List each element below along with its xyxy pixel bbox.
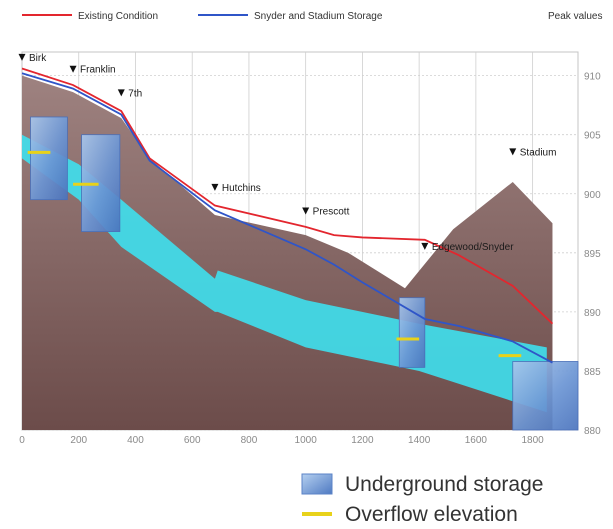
- legend-overflow-swatch: [302, 512, 332, 516]
- y-tick-label: 890: [584, 308, 601, 319]
- x-tick-label: 1400: [408, 435, 431, 446]
- x-tick-label: 1800: [521, 435, 544, 446]
- station-label: Hutchins: [222, 183, 261, 194]
- y-tick-label: 895: [584, 249, 601, 260]
- station-marker-icon: [69, 65, 77, 73]
- overflow-group: [27, 150, 522, 358]
- x-tick-labels: 0 200 400 600 800 1000 1200 1400 1600 1800: [19, 435, 544, 446]
- station-marker-icon: [117, 89, 125, 97]
- station-label: Birk: [29, 53, 47, 64]
- y-axis-note: Peak values: [548, 11, 602, 22]
- y-tick-label: 910: [584, 72, 601, 83]
- x-tick-label: 1000: [295, 435, 318, 446]
- storage-box: [512, 361, 579, 431]
- station-marker-icon: [421, 242, 429, 250]
- legend-top: Existing Condition Snyder and Stadium St…: [22, 11, 602, 22]
- storage-box: [30, 116, 68, 201]
- legend-label-storage: Snyder and Stadium Storage: [254, 11, 383, 22]
- x-tick-label: 400: [127, 435, 144, 446]
- legend-storage-swatch: [301, 473, 333, 495]
- x-tick-label: 600: [184, 435, 201, 446]
- y-tick-label: 885: [584, 367, 601, 378]
- station-label: Franklin: [80, 65, 116, 76]
- storage-box: [398, 297, 426, 368]
- station-marker-icon: [18, 53, 26, 61]
- x-tick-label: 0: [19, 435, 25, 446]
- station-label: Stadium: [520, 147, 557, 158]
- series-line-storage: [21, 72, 553, 364]
- y-tick-label: 880: [584, 426, 601, 437]
- y-tick-labels: 880 885 890 895 900 905 910: [584, 72, 601, 437]
- legend-label-underground-storage: Underground storage: [345, 473, 543, 496]
- station-label: Prescott: [313, 206, 350, 217]
- stations-group: Birk Franklin 7th Hutchins Prescott Edgewood/…: [18, 53, 557, 253]
- station-label: 7th: [128, 88, 142, 99]
- x-tick-label: 1200: [351, 435, 374, 446]
- x-tick-label: 800: [241, 435, 258, 446]
- y-tick-label: 905: [584, 131, 601, 142]
- legend-label-existing: Existing Condition: [78, 11, 158, 22]
- x-tick-label: 1600: [465, 435, 488, 446]
- series-line-existing: [21, 67, 554, 325]
- station-marker-icon: [302, 207, 310, 215]
- x-tick-label: 200: [70, 435, 87, 446]
- legend-bottom: Underground storage Overflow elevation: [301, 473, 543, 526]
- legend-label-overflow-elevation: Overflow elevation: [345, 503, 518, 526]
- y-tick-label: 900: [584, 190, 601, 201]
- station-marker-icon: [211, 183, 219, 191]
- station-marker-icon: [509, 148, 517, 156]
- station-label: Edgewood/Snyder: [432, 242, 514, 253]
- storage-group: [30, 116, 579, 431]
